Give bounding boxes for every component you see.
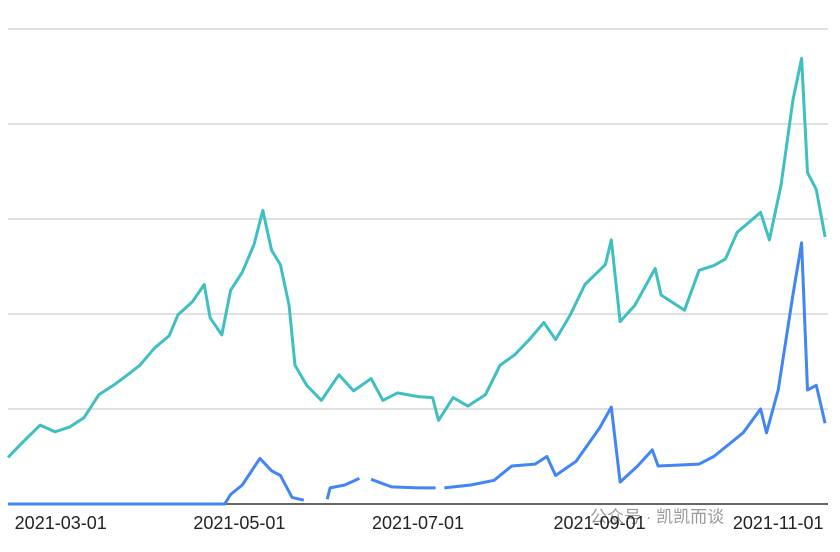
x-tick-label: 2021-11-01 [733,513,824,533]
watermark: 公众号 · 凯凯而谈 [590,507,724,526]
series-line [6,56,827,459]
x-tick-label: 2021-03-01 [15,513,107,533]
x-tick-label: 2021-05-01 [193,513,285,533]
series-line [8,241,827,506]
x-tick-label: 2021-07-01 [372,513,464,533]
x-tick-label: 2021-09-01 [554,513,646,533]
